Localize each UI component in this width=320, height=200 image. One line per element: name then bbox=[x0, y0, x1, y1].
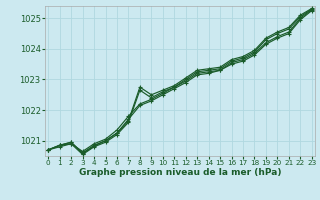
X-axis label: Graphe pression niveau de la mer (hPa): Graphe pression niveau de la mer (hPa) bbox=[79, 168, 281, 177]
